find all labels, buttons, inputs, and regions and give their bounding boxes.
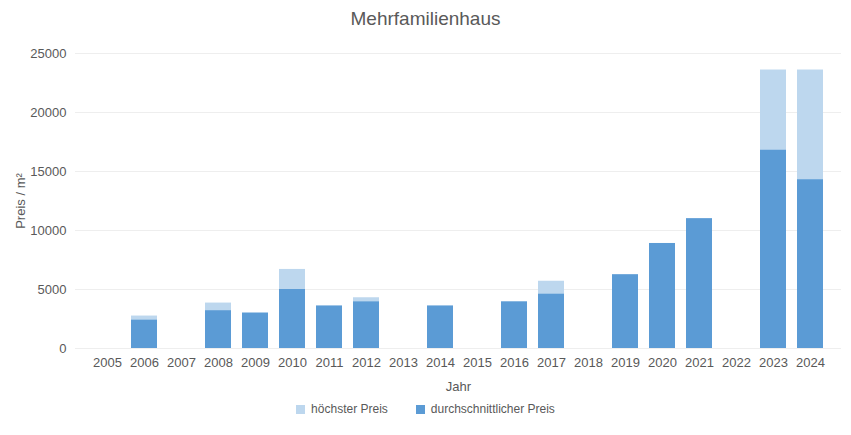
svg-text:2007: 2007 bbox=[167, 355, 196, 370]
svg-text:2013: 2013 bbox=[389, 355, 418, 370]
svg-text:2011: 2011 bbox=[316, 355, 344, 370]
html-text:durchschnittlicher Preis: durchschnittlicher Preis bbox=[430, 402, 555, 416]
svg-text:0: 0 bbox=[59, 341, 66, 356]
html-text:Mehrfamilienhaus: Mehrfamilienhaus bbox=[350, 8, 501, 29]
html-text:höchster Preis: höchster Preis bbox=[311, 402, 388, 416]
svg-text:15000: 15000 bbox=[30, 164, 66, 179]
svg-text:Jahr: Jahr bbox=[446, 379, 472, 394]
svg-text:25000: 25000 bbox=[30, 46, 66, 61]
svg-text:2022: 2022 bbox=[722, 355, 751, 370]
svg-text:2012: 2012 bbox=[352, 355, 381, 370]
svg-text:2020: 2020 bbox=[648, 355, 677, 370]
svg-text:2023: 2023 bbox=[759, 355, 788, 370]
svg-text:Preis / m²: Preis / m² bbox=[13, 173, 28, 229]
svg-text:2015: 2015 bbox=[463, 355, 492, 370]
svg-text:2018: 2018 bbox=[574, 355, 603, 370]
svg-text:2005: 2005 bbox=[93, 355, 122, 370]
svg-text:20000: 20000 bbox=[30, 105, 66, 120]
svg-text:2009: 2009 bbox=[241, 355, 270, 370]
svg-text:2021: 2021 bbox=[685, 355, 714, 370]
svg-text:2014: 2014 bbox=[426, 355, 455, 370]
svg-text:2006: 2006 bbox=[130, 355, 159, 370]
svg-text:5000: 5000 bbox=[38, 282, 67, 297]
svg-text:2017: 2017 bbox=[537, 355, 566, 370]
svg-text:10000: 10000 bbox=[30, 223, 66, 238]
svg-text:2010: 2010 bbox=[278, 355, 307, 370]
svg-text:2024: 2024 bbox=[796, 355, 825, 370]
svg-text:2019: 2019 bbox=[611, 355, 640, 370]
svg-text:2016: 2016 bbox=[500, 355, 529, 370]
svg-text:2008: 2008 bbox=[204, 355, 233, 370]
